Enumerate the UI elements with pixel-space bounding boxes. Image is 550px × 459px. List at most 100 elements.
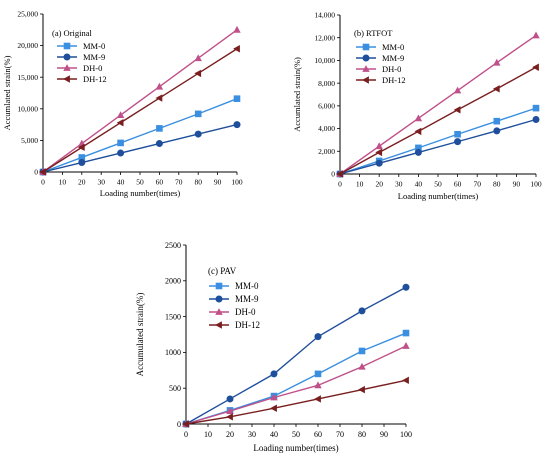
legend-marker bbox=[215, 308, 223, 315]
legend-marker bbox=[63, 75, 70, 83]
y-tick-label: 2000 bbox=[165, 277, 181, 286]
data-point-dh-12 bbox=[39, 168, 46, 176]
legend-label: DH-0 bbox=[235, 307, 256, 317]
data-point-mm-0 bbox=[358, 347, 366, 355]
data-point-mm-0 bbox=[117, 139, 124, 147]
legend-marker bbox=[362, 65, 370, 72]
x-tick-label: 40 bbox=[415, 180, 423, 189]
legend-label: MM-0 bbox=[83, 41, 105, 51]
x-tick-label: 10 bbox=[204, 430, 212, 439]
x-tick-label: 80 bbox=[358, 430, 366, 439]
series-line-dh-12 bbox=[42, 48, 238, 173]
data-point-dh-12 bbox=[414, 127, 422, 136]
x-tick-label: 60 bbox=[156, 178, 164, 187]
data-point-dh-0 bbox=[375, 142, 383, 150]
data-point-mm-9 bbox=[194, 130, 202, 138]
y-tick-label: 25,000 bbox=[17, 10, 38, 19]
data-point-dh-12 bbox=[77, 143, 85, 152]
y-tick-label: 20,000 bbox=[17, 41, 38, 50]
x-tick-label: 20 bbox=[226, 430, 234, 439]
data-point-mm-9 bbox=[532, 115, 540, 123]
y-tick-label: 4,000 bbox=[318, 124, 335, 133]
series-line-mm-9 bbox=[339, 118, 537, 175]
panel-title: (a) Original bbox=[52, 28, 93, 38]
data-point-dh-0 bbox=[402, 342, 410, 349]
legend-label: DH-0 bbox=[382, 64, 401, 74]
y-tick-label: 6,000 bbox=[318, 101, 335, 110]
y-tick-label: 10,000 bbox=[17, 104, 38, 113]
data-point-mm-0 bbox=[314, 370, 322, 378]
y-tick-label: 1500 bbox=[165, 312, 181, 321]
data-point-mm-0 bbox=[415, 144, 422, 152]
legend-label: MM-0 bbox=[235, 281, 259, 291]
y-axis-label: Accumlated strain(%) bbox=[292, 57, 302, 132]
x-tick-label: 70 bbox=[473, 180, 481, 189]
x-tick-label: 100 bbox=[530, 180, 542, 189]
y-tick-label: 500 bbox=[169, 384, 181, 393]
data-point-dh-0 bbox=[532, 31, 540, 39]
data-point-dh-0 bbox=[314, 381, 322, 389]
legend-label: DH-12 bbox=[235, 320, 260, 330]
y-tick-label: 5,000 bbox=[21, 136, 38, 145]
data-point-dh-0 bbox=[155, 82, 164, 90]
data-point-mm-9 bbox=[454, 138, 462, 146]
x-axis-label: Loading number(times) bbox=[100, 188, 181, 198]
data-point-dh-12 bbox=[402, 376, 409, 385]
legend-label: MM-9 bbox=[83, 52, 105, 62]
x-tick-label: 30 bbox=[248, 430, 256, 439]
data-point-dh-12 bbox=[314, 395, 321, 403]
data-point-dh-12 bbox=[116, 119, 124, 127]
x-tick-label: 60 bbox=[314, 430, 322, 439]
x-axis-label: Loading number(times) bbox=[253, 443, 338, 453]
y-tick-label: 2500 bbox=[165, 241, 181, 250]
y-tick-label: 12,000 bbox=[314, 33, 335, 42]
x-tick-label: 100 bbox=[400, 430, 412, 439]
data-point-mm-9 bbox=[78, 159, 86, 167]
y-tick-label: 15,000 bbox=[17, 73, 38, 82]
legend-marker bbox=[362, 54, 370, 62]
data-point-dh-12 bbox=[226, 413, 233, 421]
legend-label: DH-12 bbox=[382, 75, 406, 85]
legend-label: MM-9 bbox=[235, 294, 259, 304]
data-point-mm-0 bbox=[454, 130, 461, 138]
data-point-mm-9 bbox=[402, 283, 410, 291]
y-axis-label: Accumulated strain(%) bbox=[135, 293, 145, 377]
x-tick-label: 0 bbox=[338, 180, 342, 189]
legend-label: DH-0 bbox=[83, 63, 102, 73]
x-tick-label: 20 bbox=[375, 180, 383, 189]
legend-marker bbox=[362, 76, 369, 84]
legend-marker bbox=[215, 282, 223, 290]
x-tick-label: 40 bbox=[117, 178, 125, 187]
x-tick-label: 0 bbox=[41, 178, 45, 187]
series-line-dh-0 bbox=[339, 34, 537, 175]
series-line-mm-9 bbox=[185, 286, 407, 425]
data-point-dh-12 bbox=[532, 63, 539, 71]
series-line-mm-9 bbox=[42, 123, 238, 173]
legend-marker bbox=[362, 43, 370, 51]
legend-label: MM-9 bbox=[382, 53, 404, 63]
data-point-dh-0 bbox=[358, 362, 366, 370]
data-point-mm-9 bbox=[493, 127, 501, 135]
data-point-mm-0 bbox=[532, 104, 540, 112]
x-tick-label: 80 bbox=[194, 178, 202, 187]
x-tick-label: 40 bbox=[270, 430, 278, 439]
series-line-mm-0 bbox=[42, 98, 238, 173]
data-point-mm-0 bbox=[402, 329, 410, 337]
x-tick-label: 10 bbox=[356, 180, 364, 189]
legend-label: MM-0 bbox=[382, 42, 404, 52]
y-tick-label: 2,000 bbox=[318, 147, 335, 156]
x-tick-label: 0 bbox=[184, 430, 188, 439]
data-point-mm-0 bbox=[78, 154, 86, 161]
x-tick-label: 50 bbox=[292, 430, 300, 439]
legend-marker bbox=[215, 295, 223, 303]
data-point-dh-12 bbox=[270, 404, 277, 412]
x-tick-label: 60 bbox=[454, 180, 462, 189]
data-point-mm-9 bbox=[314, 333, 322, 341]
y-tick-label: 1000 bbox=[165, 348, 181, 357]
data-point-dh-12 bbox=[233, 45, 240, 53]
legend-marker bbox=[215, 321, 222, 329]
y-tick-label: 8,000 bbox=[318, 79, 335, 88]
x-tick-label: 90 bbox=[214, 178, 222, 187]
x-tick-label: 10 bbox=[59, 178, 67, 187]
y-tick-label: 0 bbox=[34, 168, 38, 177]
